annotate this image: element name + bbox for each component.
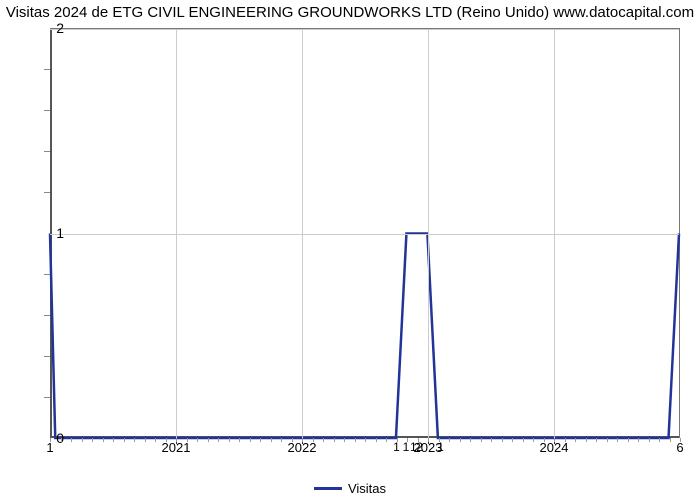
x-minor-tick (176, 438, 177, 442)
x-minor-tick (134, 438, 135, 442)
x-minor-tick (187, 438, 188, 442)
y-minor-tick (44, 274, 50, 275)
chart-title: Visitas 2024 de ETG CIVIL ENGINEERING GR… (0, 4, 700, 21)
gridline-h (50, 234, 679, 235)
legend: Visitas (0, 481, 700, 496)
x-minor-tick (649, 438, 650, 442)
x-minor-tick (386, 438, 387, 442)
x-minor-tick (470, 438, 471, 442)
gridline-v (554, 29, 555, 438)
x-minor-tick (376, 438, 377, 442)
x-minor-tick (607, 438, 608, 442)
x-minor-tick (617, 438, 618, 442)
x-minor-tick (197, 438, 198, 442)
x-minor-tick (670, 438, 671, 442)
x-minor-tick (229, 438, 230, 442)
gridline-h (50, 29, 679, 30)
x-minor-tick (596, 438, 597, 442)
x-minor-tick (565, 438, 566, 442)
x-value-label: 1 (393, 440, 400, 454)
y-tick-label: 1 (56, 225, 64, 241)
x-minor-tick (680, 438, 681, 442)
x-minor-tick (50, 438, 51, 442)
x-minor-tick (460, 438, 461, 442)
x-minor-tick (71, 438, 72, 442)
legend-swatch (314, 487, 342, 490)
x-minor-tick (586, 438, 587, 442)
x-minor-tick (292, 438, 293, 442)
y-minor-tick (44, 356, 50, 357)
y-minor-tick (44, 315, 50, 316)
x-minor-tick (628, 438, 629, 442)
x-minor-tick (92, 438, 93, 442)
x-minor-tick (575, 438, 576, 442)
x-minor-tick (155, 438, 156, 442)
y-minor-tick (44, 192, 50, 193)
x-minor-tick (407, 438, 408, 442)
x-minor-tick (124, 438, 125, 442)
x-value-label: 1 (403, 440, 410, 454)
gridline-v (302, 29, 303, 438)
y-minor-tick (44, 69, 50, 70)
x-minor-tick (166, 438, 167, 442)
x-minor-tick (491, 438, 492, 442)
x-minor-tick (502, 438, 503, 442)
x-minor-tick (271, 438, 272, 442)
x-minor-tick (523, 438, 524, 442)
x-minor-tick (323, 438, 324, 442)
gridline-v (428, 29, 429, 438)
legend-label: Visitas (348, 481, 386, 496)
x-minor-tick (554, 438, 555, 442)
x-minor-tick (313, 438, 314, 442)
x-minor-tick (428, 438, 429, 442)
x-minor-tick (544, 438, 545, 442)
x-value-label: 2 (416, 440, 423, 454)
x-minor-tick (61, 438, 62, 442)
y-minor-tick (44, 397, 50, 398)
plot-area (50, 28, 680, 438)
x-minor-tick (365, 438, 366, 442)
x-minor-tick (260, 438, 261, 442)
x-end-label: 6 (676, 440, 683, 455)
x-minor-tick (397, 438, 398, 442)
x-minor-tick (439, 438, 440, 442)
x-minor-tick (344, 438, 345, 442)
x-minor-tick (449, 438, 450, 442)
x-minor-tick (302, 438, 303, 442)
y-minor-tick (44, 151, 50, 152)
x-value-label: 1 (437, 440, 444, 454)
x-minor-tick (638, 438, 639, 442)
gridline-v (176, 29, 177, 438)
x-minor-tick (659, 438, 660, 442)
x-end-label: 1 (46, 440, 53, 455)
x-minor-tick (418, 438, 419, 442)
x-minor-tick (239, 438, 240, 442)
y-minor-tick (44, 110, 50, 111)
x-minor-tick (145, 438, 146, 442)
visits-chart: Visitas 2024 de ETG CIVIL ENGINEERING GR… (0, 0, 700, 500)
x-minor-tick (281, 438, 282, 442)
x-minor-tick (208, 438, 209, 442)
x-minor-tick (218, 438, 219, 442)
x-minor-tick (355, 438, 356, 442)
x-minor-tick (250, 438, 251, 442)
x-minor-tick (103, 438, 104, 442)
y-tick-label: 2 (56, 20, 64, 36)
x-minor-tick (113, 438, 114, 442)
x-minor-tick (481, 438, 482, 442)
x-minor-tick (512, 438, 513, 442)
x-minor-tick (334, 438, 335, 442)
x-minor-tick (82, 438, 83, 442)
x-minor-tick (533, 438, 534, 442)
